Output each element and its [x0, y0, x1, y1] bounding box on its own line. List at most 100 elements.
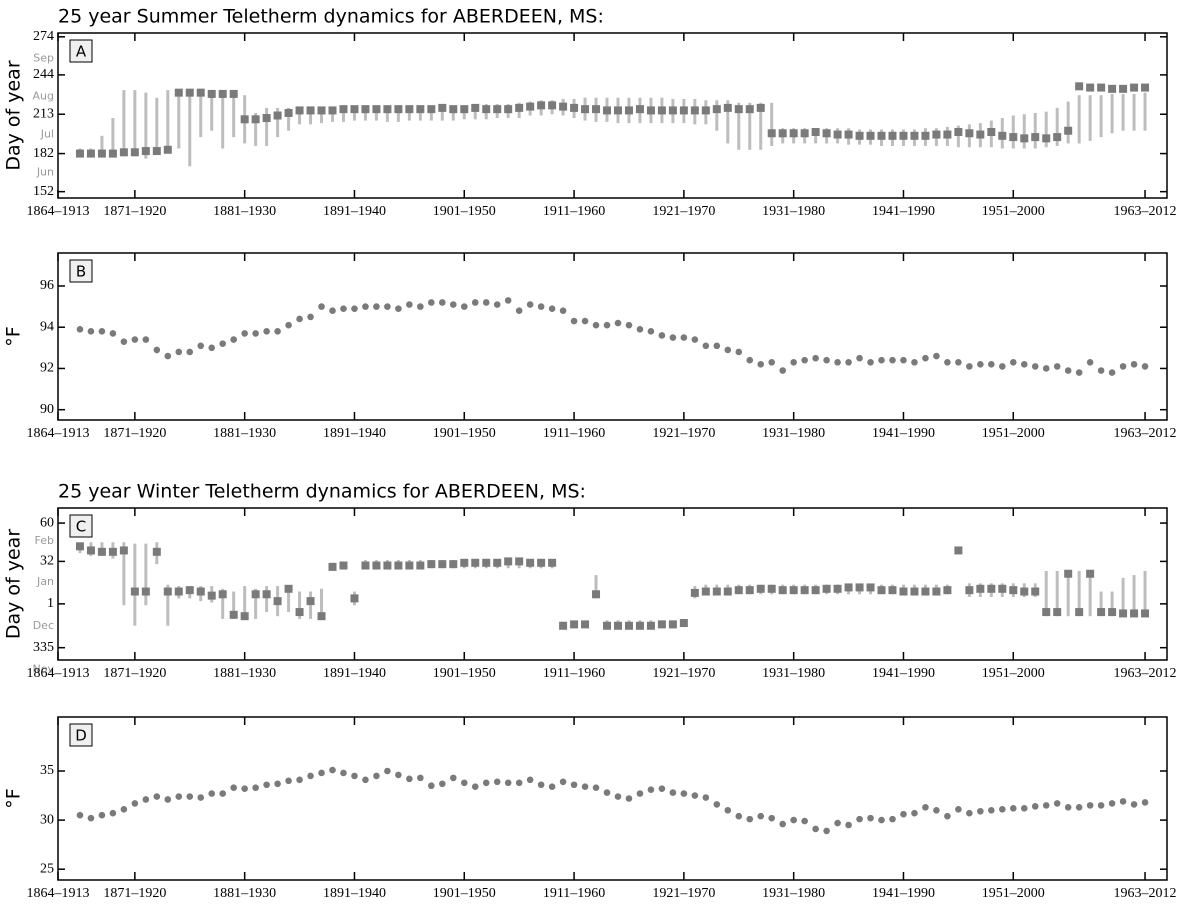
teletherm-marker — [240, 115, 249, 124]
teletherm-marker — [910, 587, 919, 596]
temperature-dot — [1108, 800, 1116, 807]
x-tick-label: 1881–1930 — [213, 886, 276, 901]
temperature-dot — [790, 816, 797, 824]
x-tick-label: 1901–1950 — [433, 666, 496, 681]
temperature-dot — [570, 317, 578, 325]
teletherm-marker — [954, 546, 963, 555]
x-tick-label: 1951–2000 — [982, 426, 1045, 441]
y-tick-label: 213 — [33, 106, 54, 121]
x-tick-label: 1891–1940 — [323, 204, 386, 219]
y-tick-label: 335 — [33, 640, 54, 655]
temperature-dot — [625, 321, 633, 329]
teletherm-marker — [800, 129, 809, 138]
teletherm-marker — [965, 129, 974, 138]
teletherm-marker — [833, 584, 842, 593]
y-tick-label: 90 — [40, 402, 54, 417]
teletherm-marker — [1042, 134, 1051, 143]
temperature-dot — [768, 814, 776, 822]
temperature-dot — [548, 305, 556, 312]
teletherm-marker — [921, 131, 930, 140]
y-tick-label: 35 — [40, 763, 54, 778]
temperature-dot — [548, 783, 556, 791]
teletherm-marker — [690, 106, 699, 115]
teletherm-marker — [767, 584, 776, 593]
teletherm-marker — [581, 105, 590, 114]
teletherm-marker — [251, 115, 260, 124]
teletherm-marker — [361, 561, 370, 570]
temperature-dot — [1119, 363, 1127, 370]
temperature-dot — [504, 297, 512, 304]
teletherm-marker — [1141, 609, 1150, 618]
teletherm-marker — [361, 105, 370, 114]
teletherm-marker — [899, 131, 908, 140]
temperature-dot — [966, 809, 973, 817]
temperature-dot — [98, 328, 106, 335]
panel-label-box — [69, 259, 93, 283]
temperature-dot — [482, 299, 490, 306]
teletherm-marker — [328, 106, 337, 115]
temperature-dot — [373, 303, 380, 310]
teletherm-marker — [1020, 587, 1029, 596]
temperature-dot — [515, 779, 523, 787]
teletherm-marker — [987, 128, 996, 136]
temperature-dot — [460, 303, 468, 310]
temperature-dot — [296, 315, 303, 323]
teletherm-marker — [504, 557, 513, 566]
temperature-dot — [153, 793, 161, 800]
temperature-dot — [801, 817, 808, 825]
temperature-dot — [878, 356, 885, 364]
teletherm-marker — [471, 558, 480, 567]
y-tick-label: 96 — [40, 278, 54, 293]
x-tick-label: 1931–1980 — [762, 204, 825, 219]
teletherm-marker — [844, 130, 853, 139]
teletherm-marker — [635, 105, 644, 114]
teletherm-marker — [218, 590, 227, 599]
y-axis-label: Day of year — [3, 529, 25, 639]
temperature-dot — [998, 363, 1006, 370]
temperature-dot — [1086, 358, 1094, 366]
teletherm-marker — [350, 105, 359, 114]
x-tick-label: 1921–1970 — [652, 666, 715, 681]
teletherm-marker — [723, 587, 732, 596]
teletherm-marker — [932, 587, 941, 596]
temperature-dot — [746, 815, 754, 823]
teletherm-marker — [196, 88, 205, 97]
teletherm-marker — [339, 561, 348, 570]
y-tick-label: 1 — [47, 596, 54, 611]
axes-frame — [57, 32, 1168, 199]
temperature-dot — [856, 815, 863, 823]
teletherm-marker — [679, 106, 688, 115]
panel-label-box — [69, 723, 93, 747]
x-tick-label: 1941–1990 — [872, 426, 935, 441]
teletherm-marker — [174, 88, 183, 97]
temperature-dot — [933, 806, 940, 814]
teletherm-marker — [515, 103, 524, 112]
temperature-dot — [592, 784, 600, 791]
teletherm-marker — [1086, 569, 1095, 578]
temperature-dot — [1053, 363, 1061, 370]
teletherm-marker — [427, 105, 436, 114]
temperature-dot — [482, 779, 490, 787]
teletherm-marker — [251, 590, 260, 599]
teletherm-marker — [1009, 133, 1018, 142]
temperature-dot — [636, 325, 644, 333]
temperature-dot — [977, 361, 984, 368]
temperature-dot — [955, 806, 962, 813]
temperature-dot — [526, 776, 534, 784]
temperature-dot — [746, 356, 754, 364]
month-label: Jun — [36, 166, 54, 179]
teletherm-marker — [1031, 587, 1040, 596]
teletherm-marker — [537, 558, 546, 567]
temperature-dot — [428, 299, 435, 306]
teletherm-marker — [405, 105, 414, 114]
panel-title: 25 year Summer Teletherm dynamics for AB… — [58, 6, 604, 28]
teletherm-marker — [273, 111, 282, 120]
temperature-dot — [966, 363, 973, 370]
teletherm-marker — [811, 586, 820, 595]
teletherm-marker — [657, 620, 666, 629]
teletherm-marker — [229, 610, 238, 619]
teletherm-marker — [690, 588, 699, 597]
temperature-dot — [1130, 361, 1138, 368]
temperature-dot — [395, 305, 402, 312]
teletherm-marker — [383, 105, 392, 114]
